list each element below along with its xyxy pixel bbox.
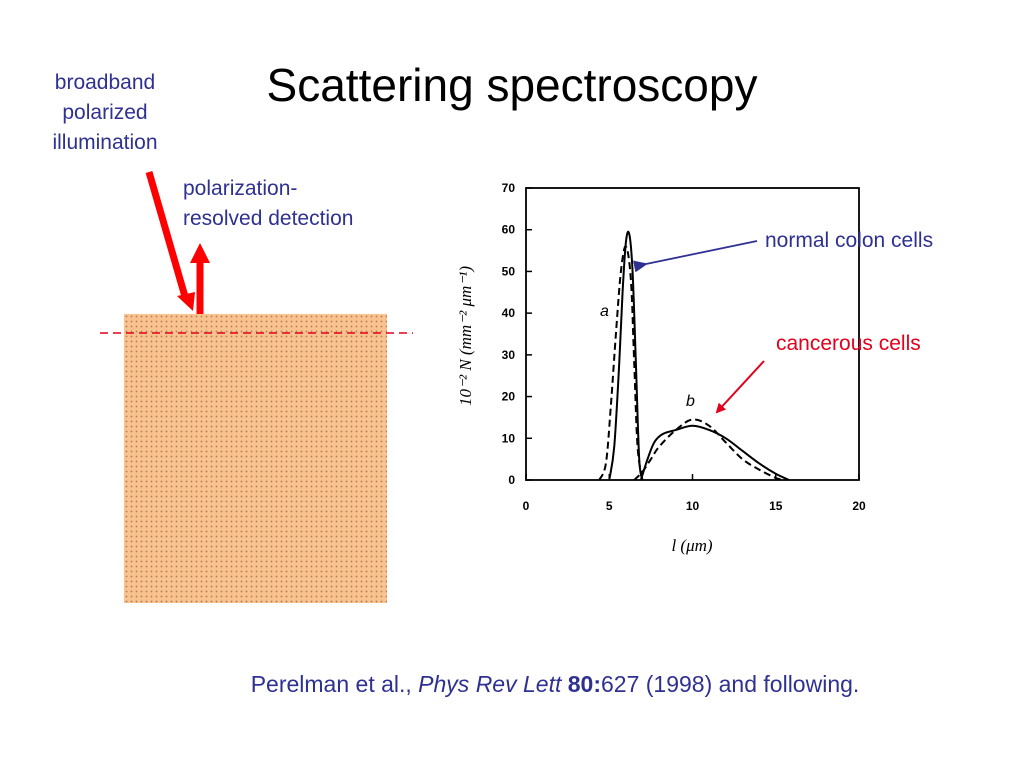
citation-rest: 627 (1998) and following. (601, 671, 860, 697)
x-tick-label: 5 (606, 499, 613, 513)
y-tick-label: 70 (502, 181, 516, 195)
x-axis-ticks: 0 5 10 15 20 (523, 474, 866, 513)
illumination-line-1: broadband (54, 71, 156, 94)
illumination-line-3: illumination (52, 131, 158, 154)
x-tick-label: 20 (852, 499, 866, 513)
x-tick-label: 10 (686, 499, 700, 513)
citation-volume: 80: (567, 671, 601, 697)
detection-arrow (190, 243, 210, 314)
y-tick-label: 30 (502, 348, 516, 362)
curve-a-dashed (598, 245, 644, 481)
illumination-line-2: polarized (62, 101, 148, 124)
curve-b-dashed (633, 418, 785, 481)
x-axis-label: l (μm) (671, 536, 712, 555)
curve-a-solid (608, 230, 644, 481)
detection-label: polarization- resolved detection (183, 174, 353, 234)
y-tick-label: 50 (502, 264, 516, 278)
cancer-cells-label: cancerous cells (776, 332, 921, 355)
chart-curves (598, 230, 790, 481)
annotation-a: a (600, 303, 609, 320)
y-tick-label: 60 (502, 223, 516, 237)
x-tick-label: 15 (769, 499, 783, 513)
cancer-pointer-arrow (715, 360, 765, 414)
citation: Perelman et al., Phys Rev Lett 80:627 (1… (0, 671, 1024, 698)
normal-pointer-arrow (633, 240, 758, 273)
y-tick-label: 10 (502, 431, 516, 445)
slide-title-text: Scattering spectroscopy (266, 59, 758, 111)
citation-authors: Perelman et al., (250, 671, 419, 697)
y-tick-label: 20 (502, 390, 516, 404)
annotation-b: b (686, 393, 695, 410)
normal-cells-label: normal colon cells (765, 229, 934, 252)
curve-b-solid (639, 424, 790, 481)
y-tick-label: 0 (508, 473, 515, 487)
y-tick-label: 40 (502, 306, 516, 320)
detection-line-2: resolved detection (183, 207, 354, 230)
y-axis-label: 10⁻² N (mm⁻² μm⁻¹) (456, 266, 475, 406)
y-axis-ticks: 0 10 20 30 40 50 60 70 (502, 181, 532, 487)
illumination-label: broadband polarized illumination (22, 68, 188, 158)
illumination-arrow (145, 171, 195, 311)
size-distribution-chart: 0 10 20 30 40 50 60 70 0 5 10 15 20 a b l (μm) 10⁻²… (456, 181, 866, 555)
tissue-sample (124, 314, 387, 603)
slide-title: Scattering spectroscopy (0, 58, 1024, 112)
citation-journal: Phys Rev Lett (418, 671, 562, 697)
x-tick-label: 0 (523, 499, 530, 513)
detection-line-1: polarization- (183, 177, 298, 200)
